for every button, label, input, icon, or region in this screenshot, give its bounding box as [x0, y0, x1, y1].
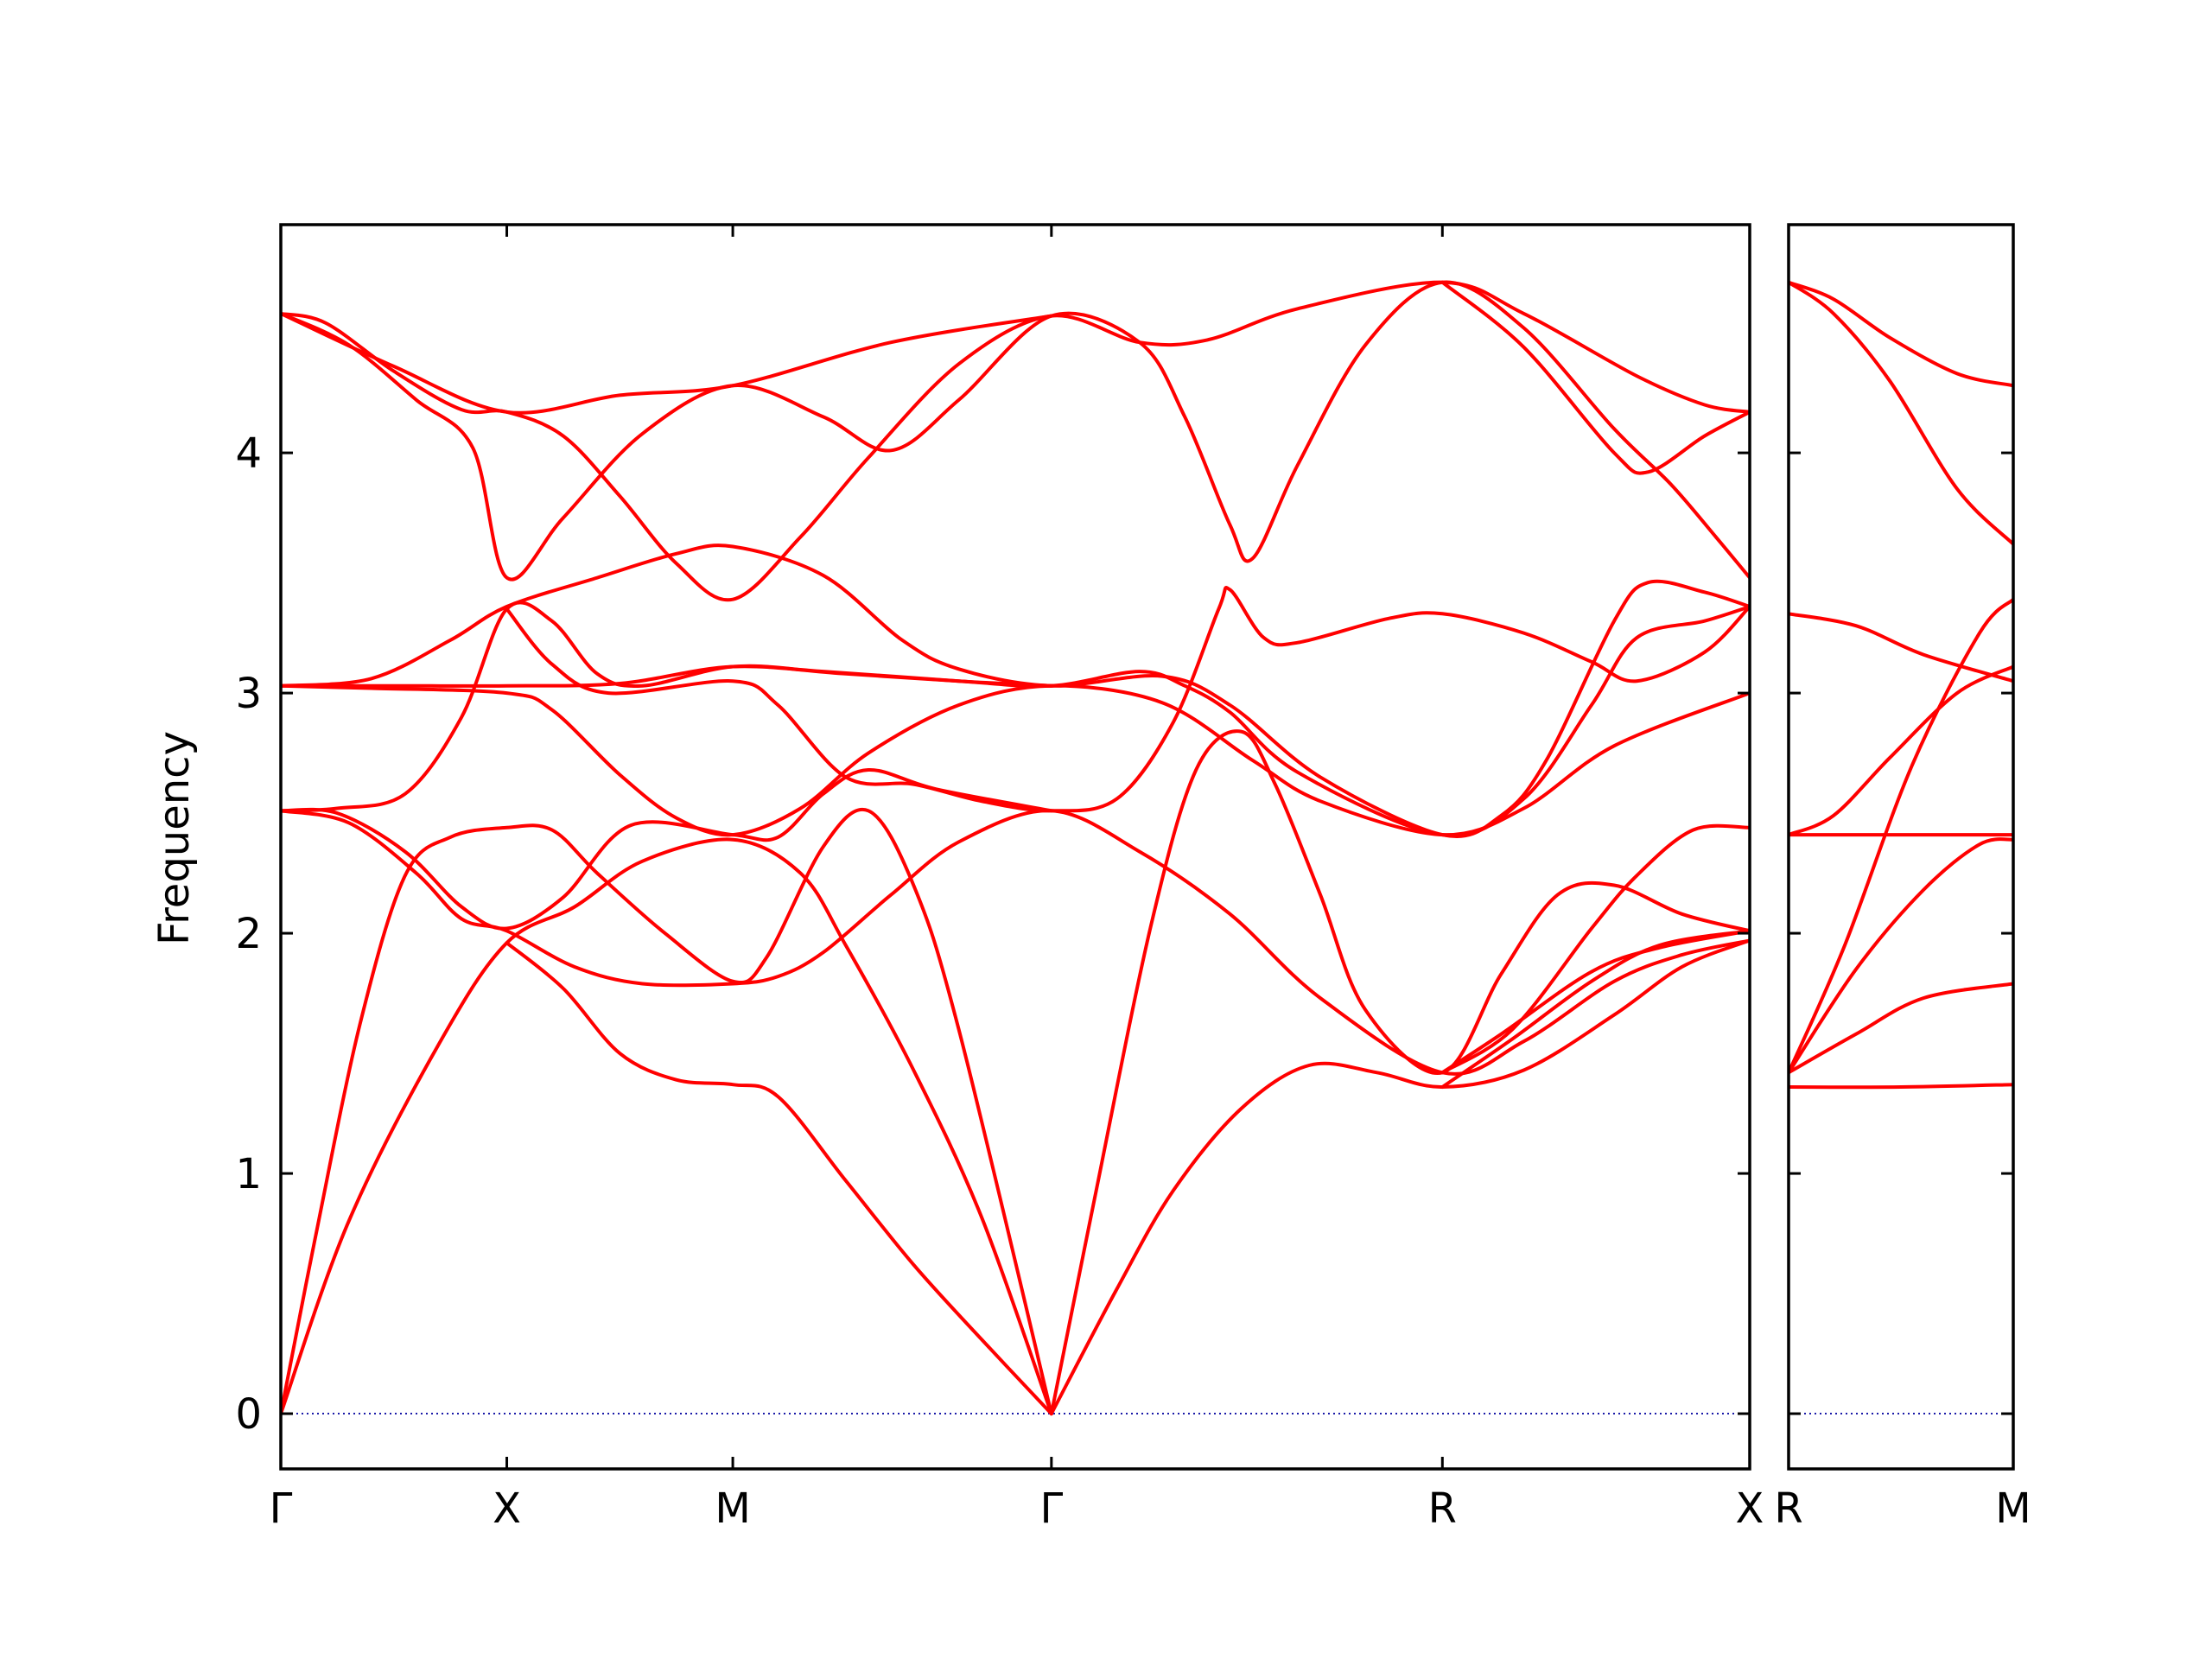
x-tick-label: M — [715, 1484, 750, 1533]
band-line — [1440, 823, 1750, 1075]
x-tick-label: X — [493, 1484, 521, 1533]
band-line — [1440, 929, 1750, 1089]
y-tick-label: 3 — [235, 670, 262, 718]
panel-main: 0 1 2 3 4 Γ X M Γ R X — [235, 223, 1764, 1533]
x-tick-label: X — [1736, 1484, 1764, 1533]
band-line — [1789, 1083, 2013, 1090]
band-line — [1789, 664, 2013, 837]
band-line — [1049, 938, 1750, 1416]
band-line — [1440, 929, 1750, 1075]
band-line — [1789, 837, 2013, 1075]
band-line — [281, 280, 1750, 602]
band-line — [1440, 280, 1750, 475]
band-line — [281, 683, 1750, 837]
band-line — [281, 767, 1053, 931]
band-line — [505, 586, 1750, 813]
band-line — [281, 280, 1750, 582]
bands — [1789, 280, 2013, 1090]
band-line — [281, 601, 1053, 813]
band-line — [1789, 982, 2013, 1075]
y-tick-label: 2 — [235, 910, 262, 958]
axes-frame — [279, 223, 1751, 1471]
x-tick-label: R — [1774, 1484, 1802, 1533]
band-line — [1789, 280, 2013, 388]
x-tick-label: Γ — [1039, 1484, 1063, 1533]
x-tick-label: R — [1428, 1484, 1457, 1533]
band-line — [281, 311, 1053, 415]
band-line — [281, 837, 1053, 1416]
x-tick-label: M — [1995, 1484, 2031, 1533]
band-line — [1789, 280, 2013, 546]
band-line — [1789, 597, 2013, 1075]
bands — [281, 280, 1750, 1416]
y-tick-label: 4 — [235, 429, 262, 478]
band-line — [281, 605, 1750, 837]
band-line — [281, 809, 1750, 1076]
band-line — [1789, 612, 2013, 683]
x-tick-label: Γ — [270, 1484, 293, 1533]
band-line — [1049, 729, 1750, 1416]
band-line — [281, 807, 1053, 1416]
y-tick-label: 0 — [235, 1390, 262, 1439]
y-axis-label: Frequency — [150, 731, 199, 945]
axes-frame — [1787, 223, 2015, 1471]
y-tick-label: 1 — [235, 1150, 262, 1198]
band-line — [505, 941, 1053, 1416]
